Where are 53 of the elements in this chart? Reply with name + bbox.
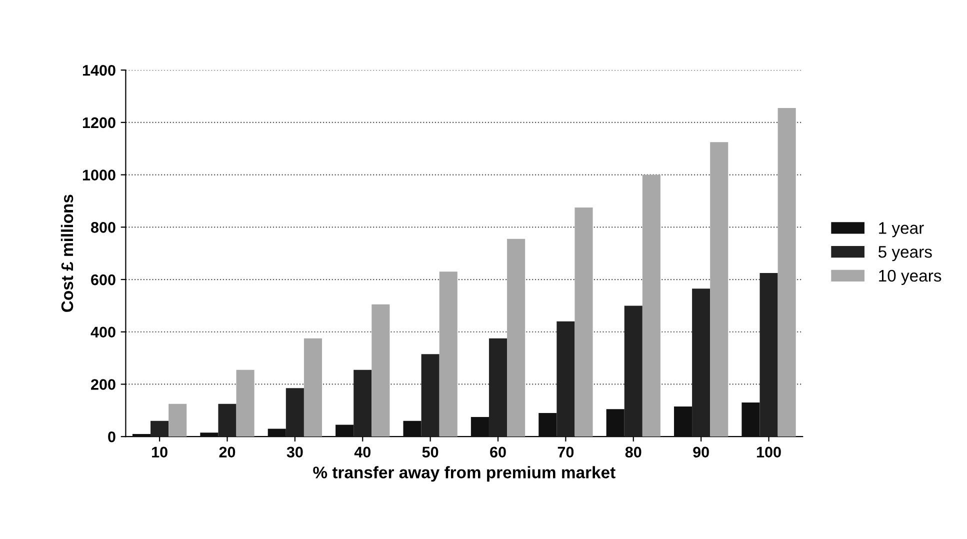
- y-tick-label: 600: [91, 274, 116, 286]
- bar: [354, 370, 372, 437]
- bar: [236, 370, 254, 437]
- bar: [624, 306, 642, 437]
- bar: [168, 404, 187, 437]
- bar: [336, 424, 354, 437]
- x-tick-label: 30: [286, 446, 303, 458]
- y-tick-label: 1000: [82, 170, 116, 180]
- bar: [304, 338, 322, 437]
- bar: [200, 432, 218, 437]
- bar: [439, 272, 458, 437]
- bar: [403, 420, 422, 437]
- y-tick-label: 1200: [82, 117, 116, 128]
- x-tick-label: 60: [490, 446, 506, 458]
- y-tick-label: 0: [108, 431, 116, 442]
- y-axis-title: Cost £ millions: [60, 194, 74, 312]
- bar: [556, 321, 575, 437]
- bar: [742, 402, 760, 437]
- bar: [488, 338, 508, 437]
- bar: [606, 409, 624, 437]
- bar: [642, 174, 660, 437]
- x-tick-label: 10: [152, 446, 168, 458]
- bar: [574, 208, 593, 437]
- bar: [372, 304, 390, 437]
- bar: [268, 428, 286, 437]
- y-tick-label: 1400: [82, 64, 116, 76]
- y-tick-label: 200: [91, 379, 116, 390]
- bar: [470, 416, 489, 437]
- x-tick-label: 80: [625, 446, 642, 458]
- x-axis-title: % transfer away from premium market: [313, 466, 616, 482]
- legend-label: 10 years: [879, 270, 942, 285]
- bar: [710, 142, 728, 437]
- bar: [218, 404, 236, 437]
- y-tick-label: 400: [90, 326, 116, 338]
- bar: [286, 388, 304, 437]
- bar: [674, 406, 692, 437]
- x-tick-label: 100: [756, 446, 781, 458]
- bar: [150, 420, 169, 437]
- bar: [132, 434, 151, 437]
- x-tick-label: 20: [219, 446, 236, 458]
- bar: [692, 288, 710, 437]
- x-tick-label: 40: [354, 446, 370, 458]
- x-tick-label: 90: [693, 446, 709, 458]
- x-tick-label: 70: [558, 446, 574, 458]
- legend-label: 5 years: [878, 246, 932, 262]
- bar: [507, 238, 526, 437]
- x-tick-label: 50: [422, 446, 438, 458]
- bar: [421, 354, 440, 437]
- bar: [760, 272, 778, 437]
- legend-label: 1 year: [879, 222, 924, 238]
- bar: [538, 413, 557, 437]
- bar: [778, 108, 796, 437]
- y-tick-label: 800: [90, 222, 116, 233]
